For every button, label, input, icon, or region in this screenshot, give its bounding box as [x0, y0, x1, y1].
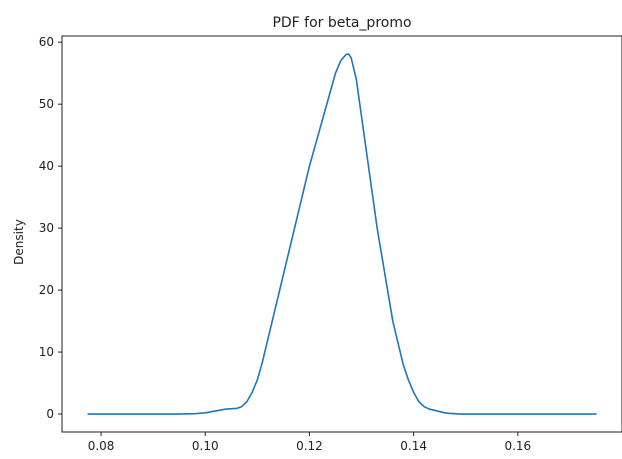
y-tick-label: 40 [39, 159, 54, 173]
y-tick-label: 30 [39, 221, 54, 235]
chart-title: PDF for beta_promo [272, 15, 411, 31]
x-tick-label: 0.10 [192, 439, 219, 453]
plot-frame [61, 35, 622, 433]
y-tick-label: 60 [39, 35, 54, 49]
x-tick-label: 0.14 [400, 439, 427, 453]
x-tick-label: 0.08 [88, 439, 115, 453]
plot-area: 0.08 0.10 0.12 0.14 0.16 0 10 20 30 40 50 60 [39, 35, 622, 453]
x-tick-label: 0.16 [504, 439, 531, 453]
x-tick-label: 0.12 [296, 439, 323, 453]
y-tick-label: 20 [39, 283, 54, 297]
y-tick-label: 50 [39, 97, 54, 111]
y-tick-label: 0 [46, 407, 54, 421]
y-tick-label: 10 [39, 345, 54, 359]
density-line [87, 53, 597, 415]
y-axis-label: Density [12, 219, 26, 265]
